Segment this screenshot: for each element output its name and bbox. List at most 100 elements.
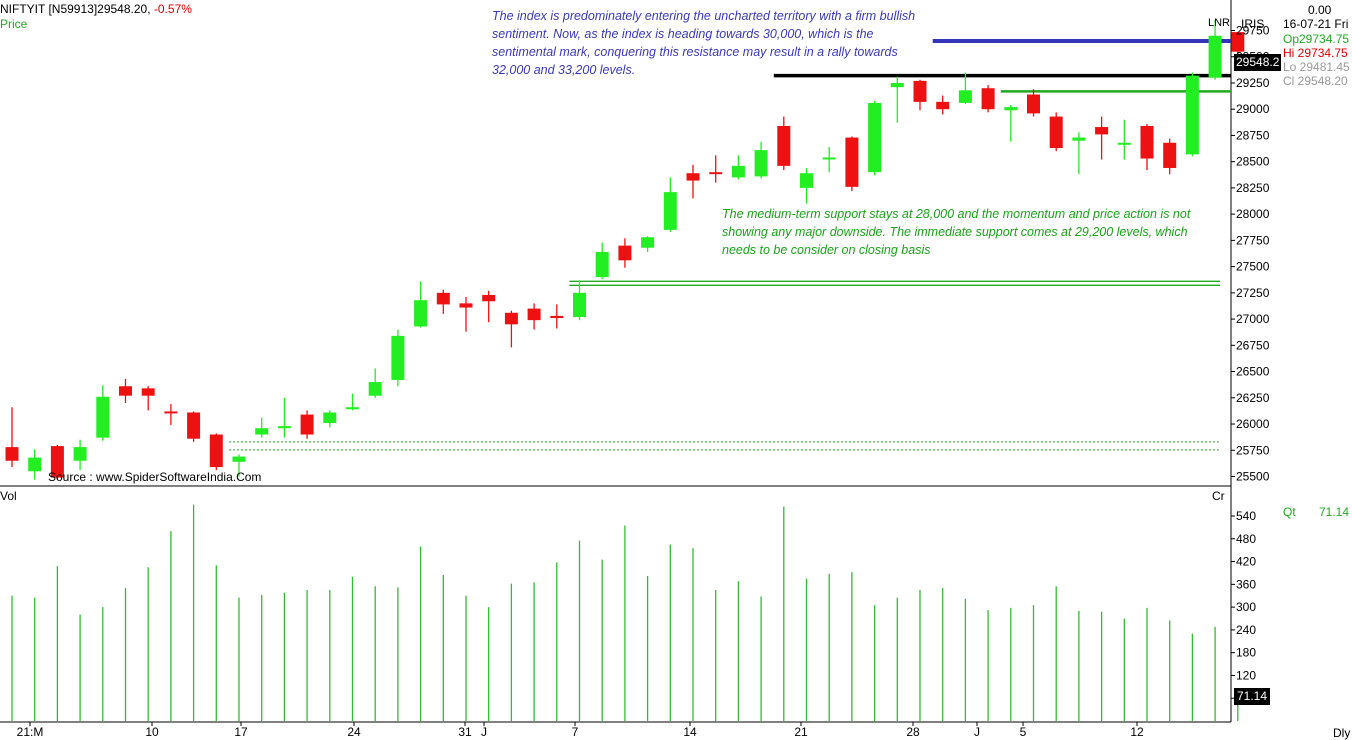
- candle-body: [936, 102, 949, 109]
- price-tick-label: 25500: [1236, 470, 1270, 484]
- date-tick-label: 21: [794, 725, 808, 739]
- date-tick-label: 28: [906, 725, 920, 739]
- candle-body: [687, 173, 700, 180]
- candle-body: [823, 157, 836, 159]
- candle-body: [74, 447, 87, 461]
- candle: [914, 80, 927, 110]
- candle-body: [369, 382, 382, 396]
- candle-body: [550, 316, 563, 318]
- date-tick-label: 21:M: [17, 725, 44, 739]
- iris-label: IRIS: [1241, 17, 1264, 31]
- price-tick-label: 26500: [1236, 365, 1270, 379]
- candle: [1163, 139, 1176, 175]
- candle-body: [505, 313, 518, 325]
- percent-change: -0.57%: [154, 2, 192, 16]
- candle: [641, 236, 654, 252]
- volume-tick-label: 540: [1236, 509, 1256, 523]
- candle-body: [868, 103, 881, 172]
- price-tick-label: 28250: [1236, 181, 1270, 195]
- candle-body: [1050, 117, 1063, 148]
- candle: [6, 407, 19, 467]
- candle: [255, 418, 268, 438]
- candle-body: [732, 166, 745, 178]
- candle: [391, 330, 404, 387]
- price-tick-label: 28750: [1236, 128, 1270, 142]
- candle-body: [119, 386, 132, 395]
- price-tick-label: 27500: [1236, 260, 1270, 274]
- price-tick-label: 28500: [1236, 155, 1270, 169]
- date-label: 16-07-21 Fri: [1283, 17, 1348, 31]
- candle: [210, 433, 223, 470]
- candle-body: [233, 457, 246, 462]
- candle: [1050, 112, 1063, 151]
- candle: [936, 96, 949, 115]
- support-annotation: The medium-term support stays at 28,000 …: [722, 205, 1212, 259]
- candle-body: [96, 397, 109, 438]
- candle: [1072, 132, 1085, 174]
- candle: [323, 410, 336, 427]
- candle-body: [210, 435, 223, 468]
- candle-body: [460, 303, 473, 307]
- symbol-title: NIFTYIT [N59913]29548.20, -0.57%: [0, 2, 192, 16]
- candle-body: [709, 172, 722, 174]
- candle-body: [800, 173, 813, 188]
- date-tick-label: 12: [1130, 725, 1144, 739]
- candle: [550, 304, 563, 328]
- candle-body: [573, 293, 586, 317]
- candle: [460, 297, 473, 332]
- volume-tick-label: 300: [1236, 600, 1256, 614]
- candle: [505, 311, 518, 348]
- close-value: Cl 29548.20: [1283, 74, 1348, 88]
- candle: [664, 177, 677, 232]
- qt-label: Qt: [1283, 505, 1296, 519]
- candle: [1141, 124, 1154, 170]
- candle-body: [528, 309, 541, 321]
- candle-body: [1072, 138, 1085, 141]
- candle: [414, 281, 427, 327]
- price-tick-label: 27000: [1236, 312, 1270, 326]
- cr-label: Cr: [1212, 489, 1225, 503]
- candle: [74, 440, 87, 470]
- candle-body: [1186, 76, 1199, 155]
- open-value: Op29734.75: [1283, 32, 1349, 46]
- high-value: Hi 29734.75: [1283, 46, 1348, 60]
- candle: [437, 290, 450, 314]
- price-tick-label: 27250: [1236, 286, 1270, 300]
- candle-body: [641, 237, 654, 247]
- candle-body: [664, 192, 677, 230]
- candle-body: [1095, 127, 1108, 134]
- indicator-value: 0.00: [1308, 3, 1331, 17]
- price-tick-label: 27750: [1236, 233, 1270, 247]
- candle-body: [278, 426, 291, 428]
- candle: [823, 147, 836, 172]
- date-tick-label: 7: [572, 725, 579, 739]
- candle: [142, 386, 155, 410]
- price-tick-label: 26750: [1236, 338, 1270, 352]
- price-tick-label: 25750: [1236, 443, 1270, 457]
- price-axis-ticks: 25500 25750 26000 26250 26500 26750 27000 27250…: [1231, 24, 1270, 484]
- date-axis-ticks: 21:M 10 17 24 31 J 7 14 21 28 J 5 12: [17, 722, 1144, 739]
- price-tick-label: 26000: [1236, 417, 1270, 431]
- candle-body: [187, 412, 200, 438]
- candle-body: [777, 126, 790, 166]
- candle: [1118, 120, 1131, 160]
- candle: [164, 404, 177, 425]
- candle-body: [1027, 95, 1040, 114]
- volume-tick-label: 360: [1236, 577, 1256, 591]
- candle: [755, 142, 768, 179]
- candle: [573, 280, 586, 320]
- candle-body: [28, 458, 41, 472]
- last-volume-badge: 71.14: [1234, 688, 1270, 705]
- qt-value: 71.14: [1319, 505, 1349, 519]
- candle-body: [914, 81, 927, 102]
- volume-tick-label: 480: [1236, 532, 1256, 546]
- candle-body: [982, 88, 995, 109]
- candle: [28, 449, 41, 479]
- candle: [845, 136, 858, 191]
- candle: [618, 238, 631, 267]
- price-tick-label: 26250: [1236, 391, 1270, 405]
- date-tick-label: 24: [347, 725, 361, 739]
- candle: [709, 155, 722, 182]
- chart-frame: [0, 0, 1231, 722]
